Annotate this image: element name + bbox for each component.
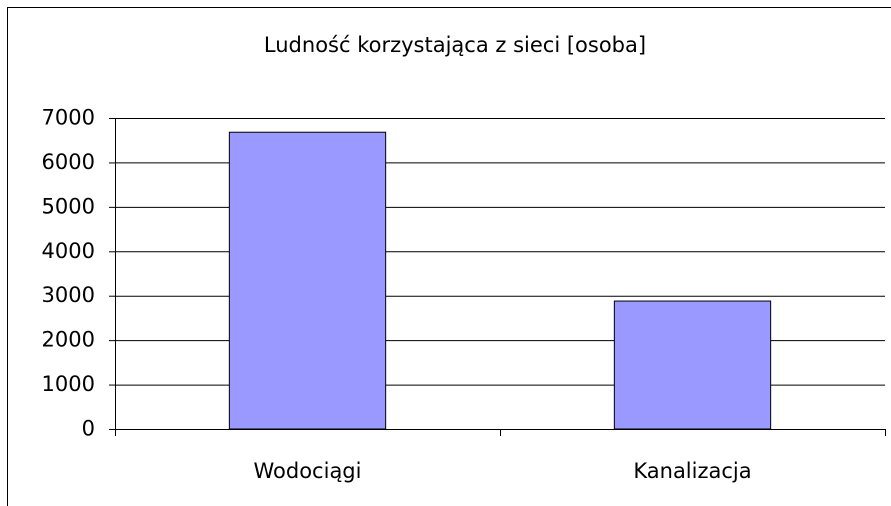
y-tick-label: 4000: [42, 239, 95, 263]
y-tick-label: 3000: [42, 283, 95, 307]
bar: [613, 300, 772, 430]
y-tick-label: 6000: [42, 150, 95, 174]
bar: [228, 131, 387, 430]
x-tick-label: Kanalizacja: [633, 459, 751, 483]
x-tick-label: Wodociągi: [254, 459, 362, 483]
chart-frame: [7, 7, 891, 506]
y-tick-label: 0: [82, 417, 95, 441]
y-tick-label: 2000: [42, 328, 95, 352]
y-tick-label: 7000: [42, 106, 95, 130]
y-tick-label: 5000: [42, 194, 95, 218]
chart-title: Ludność korzystająca z sieci [osoba]: [264, 33, 646, 57]
y-tick-label: 1000: [42, 372, 95, 396]
